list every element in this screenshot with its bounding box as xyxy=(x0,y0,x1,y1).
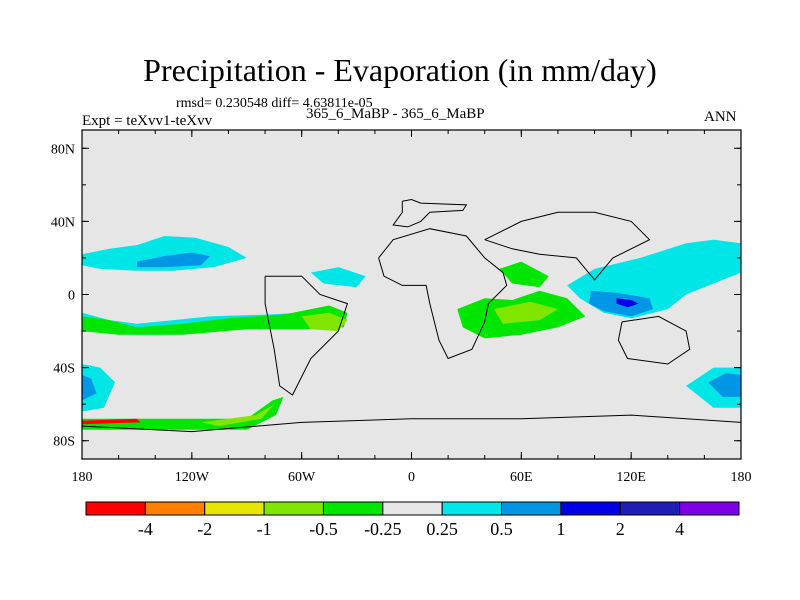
y-tick-label: 40S xyxy=(53,362,75,377)
y-tick-label: 80N xyxy=(51,142,75,157)
colorbar-label: -2 xyxy=(197,519,212,539)
cases-label: 365_6_MaBP - 365_6_MaBP xyxy=(306,106,485,122)
region-n-pacific-blue-core xyxy=(136,252,211,268)
colorbar-label: -1 xyxy=(257,519,272,539)
south-america-outline xyxy=(264,275,349,396)
colorbar-label: -0.5 xyxy=(309,519,338,539)
region-s-ocean-red-edge xyxy=(82,418,141,425)
region-indian-ocean-lime xyxy=(493,301,558,324)
colorbar-box xyxy=(144,501,206,516)
colorbar-box xyxy=(560,501,621,516)
x-tick-label: 60W xyxy=(288,470,316,485)
region-southern-cyan-west xyxy=(82,364,115,412)
colorbar-label: 2 xyxy=(616,519,625,539)
experiment-label: Expt = teXvv1-teXvv xyxy=(82,113,213,129)
colorbar-box xyxy=(501,501,562,516)
colorbar-box xyxy=(619,501,681,516)
colorbar-box xyxy=(679,501,740,516)
x-tick-label: 120W xyxy=(175,470,210,485)
continent-outlines xyxy=(82,198,741,459)
region-s-ocean-lime xyxy=(201,404,275,427)
x-tick-label: 60E xyxy=(510,470,533,485)
region-s-atlantic-lime xyxy=(301,312,348,332)
region-southern-blue-west xyxy=(82,374,97,401)
x-tick-label: 120E xyxy=(616,470,646,485)
region-s-pacific-green xyxy=(82,305,348,335)
x-tick-label: 180 xyxy=(72,470,93,485)
colorbar-box xyxy=(85,501,146,516)
antarctica-outline xyxy=(82,414,741,459)
asia-outline xyxy=(484,211,651,281)
colorbar-box xyxy=(322,501,384,516)
colorbar-box xyxy=(441,501,503,516)
colorbar-box xyxy=(382,501,443,516)
colorbar-label: 1 xyxy=(556,519,565,539)
x-tick-label: 0 xyxy=(408,470,415,485)
colorbar-label: -4 xyxy=(138,519,153,539)
region-n-pacific-cyan-band xyxy=(82,236,247,271)
colorbar-label: 0.5 xyxy=(490,519,513,539)
africa-outline xyxy=(378,228,508,360)
chart-title: Precipitation - Evaporation (in mm/day) xyxy=(143,52,657,88)
region-w-pacific-dark-core xyxy=(616,298,639,308)
colorbar-label: 0.25 xyxy=(426,519,458,539)
anomaly-layer xyxy=(82,236,741,430)
y-tick-label: 80S xyxy=(53,435,75,450)
season-label: ANN xyxy=(704,109,737,125)
colorbar-box xyxy=(204,501,265,516)
colorbar-label: 4 xyxy=(675,519,684,539)
region-arabian-green xyxy=(499,261,549,288)
north-america-europe-outline xyxy=(392,198,468,228)
y-tick-label: 40N xyxy=(51,215,75,230)
region-southern-blue-east xyxy=(708,373,741,397)
region-atlantic-itcz-cyan xyxy=(310,267,366,288)
stats-line: rmsd= 0.230548 diff= 4.63811e-05 xyxy=(176,96,373,111)
australia-outline xyxy=(617,315,691,365)
x-tick-label: 180 xyxy=(731,470,752,485)
colorbar-box xyxy=(263,501,324,516)
colorbar-label: -0.25 xyxy=(364,519,402,539)
y-tick-label: 0 xyxy=(68,289,75,304)
